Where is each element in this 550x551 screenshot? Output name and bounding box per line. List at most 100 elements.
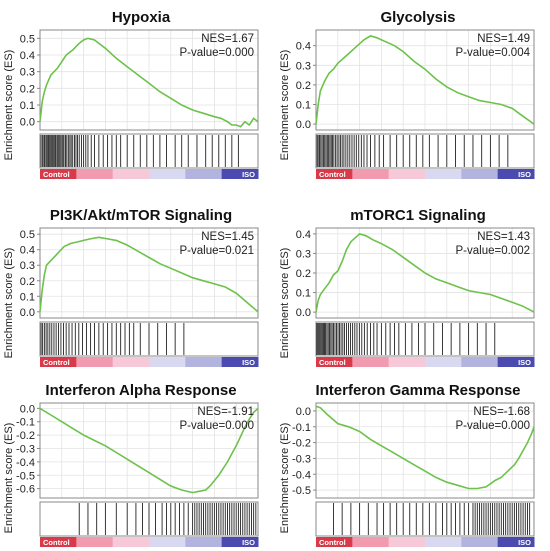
rank-band-segment xyxy=(149,357,186,367)
band-label-control: Control xyxy=(319,358,346,367)
rank-band-segment xyxy=(461,537,499,547)
es-line xyxy=(315,233,535,313)
y-tick-label: 0.3 xyxy=(20,260,35,272)
pvalue-label: P-value=0.004 xyxy=(456,47,531,59)
rank-band-segment xyxy=(149,537,186,547)
gsea-panel-4: mTORC1 Signaling 0.0 0.1 0.2 0.3 0.4 NES=1.43 P… xyxy=(279,207,535,367)
nes-label: NES=1.45 xyxy=(201,231,254,243)
y-tick-label: 0.1 xyxy=(20,100,35,112)
band-label-iso: ISO xyxy=(518,538,531,547)
band-label-iso: ISO xyxy=(242,170,255,179)
y-tick-label: -0.5 xyxy=(292,485,311,497)
y-tick-label: 0.2 xyxy=(296,80,311,92)
nes-label: NES=-1.68 xyxy=(473,406,530,418)
y-axis-label: Enrichment score (ES) xyxy=(3,50,15,161)
panel-title: Interferon Alpha Response xyxy=(45,382,236,399)
panel-title: Glycolysis xyxy=(380,9,455,26)
rank-band-segment xyxy=(76,169,114,179)
rank-band-segment xyxy=(40,357,77,367)
rank-band-segment xyxy=(497,537,535,547)
rank-band-segment xyxy=(40,169,77,179)
rank-band-segment xyxy=(221,357,259,367)
band-label-iso: ISO xyxy=(518,358,531,367)
y-tick-label: 0.3 xyxy=(20,67,35,79)
rank-band-segment xyxy=(497,169,535,179)
y-axis-label: Enrichment score (ES) xyxy=(279,50,291,161)
y-tick-label: 0.2 xyxy=(20,83,35,95)
y-tick-label: 0.1 xyxy=(296,100,311,112)
y-tick-label: -0.4 xyxy=(292,469,311,481)
rank-band-segment xyxy=(221,169,259,179)
y-tick-label: 0.0 xyxy=(20,307,35,319)
pvalue-label: P-value=0.000 xyxy=(180,420,255,432)
panel-title: Interferon Gamma Response xyxy=(315,382,520,399)
y-tick-label: 0.5 xyxy=(20,229,35,241)
y-tick-label: -0.1 xyxy=(16,417,35,429)
y-tick-label: 0.1 xyxy=(296,288,311,300)
y-tick-label: -0.1 xyxy=(292,422,311,434)
gsea-panel-5: Interferon Alpha Response 0.0 -0.1-0.2-0.3… xyxy=(3,382,259,547)
es-line xyxy=(39,236,259,313)
y-tick-label: 0.0 xyxy=(20,403,35,415)
rank-band-segment xyxy=(425,537,462,547)
y-tick-label: 0.0 xyxy=(296,406,311,418)
rank-band-segment xyxy=(352,537,390,547)
rank-band-segment xyxy=(112,537,150,547)
rank-band-segment xyxy=(185,169,223,179)
rank-band-segment xyxy=(185,537,223,547)
hit-strip-frame xyxy=(315,501,535,537)
rank-band-segment xyxy=(112,169,150,179)
rank-band-segment xyxy=(316,357,353,367)
es-plot-frame xyxy=(39,227,259,319)
y-tick-label: -0.3 xyxy=(292,453,311,465)
y-tick-label: 0.3 xyxy=(296,60,311,72)
nes-label: NES=-1.91 xyxy=(197,406,254,418)
pvalue-label: P-value=0.002 xyxy=(456,245,531,257)
y-tick-label: -0.4 xyxy=(16,457,35,469)
rank-band-segment xyxy=(185,357,223,367)
y-tick-label: -0.2 xyxy=(292,438,311,450)
y-tick-label: 0.4 xyxy=(296,41,311,53)
es-plot-frame xyxy=(315,402,535,499)
y-tick-label: 0.0 xyxy=(20,117,35,129)
y-axis-label: Enrichment score (ES) xyxy=(3,423,15,534)
pvalue-label: P-value=0.000 xyxy=(180,47,255,59)
y-tick-label: 0.1 xyxy=(20,291,35,303)
gsea-panel-6: Interferon Gamma Response 0.0 -0.1 -0.2 -0.3… xyxy=(279,382,535,547)
nes-label: NES=1.43 xyxy=(477,231,530,243)
band-label-control: Control xyxy=(43,538,70,547)
band-label-control: Control xyxy=(319,538,346,547)
y-axis-label: Enrichment score (ES) xyxy=(279,248,291,359)
rank-band-segment xyxy=(316,537,353,547)
y-tick-label: 0.4 xyxy=(296,229,311,241)
panel-title: PI3K/Akt/mTOR Signaling xyxy=(50,207,232,224)
es-plot-frame xyxy=(39,402,259,499)
rank-band-segment xyxy=(388,357,426,367)
band-label-control: Control xyxy=(319,170,346,179)
y-tick-label: 0.5 xyxy=(20,33,35,45)
pvalue-label: P-value=0.021 xyxy=(180,245,255,257)
rank-band-segment xyxy=(149,169,186,179)
es-line xyxy=(39,407,259,494)
es-plot-frame xyxy=(39,29,259,131)
es-plot-frame xyxy=(315,227,535,319)
rank-band-segment xyxy=(40,537,77,547)
rank-band-segment xyxy=(316,169,353,179)
gsea-panel-2: Glycolysis 0.0 0.1 0.2 0.3 0.4 NES=1.49 P-value… xyxy=(279,9,535,179)
y-tick-label: 0.3 xyxy=(296,248,311,260)
rank-band-segment xyxy=(425,169,462,179)
nes-label: NES=1.67 xyxy=(201,33,254,45)
rank-band-segment xyxy=(352,357,390,367)
rank-band-segment xyxy=(112,357,150,367)
rank-band-segment xyxy=(76,537,114,547)
rank-band-segment xyxy=(461,169,499,179)
rank-band-segment xyxy=(497,357,535,367)
nes-label: NES=1.49 xyxy=(477,33,530,45)
band-label-iso: ISO xyxy=(242,358,255,367)
rank-band-segment xyxy=(461,357,499,367)
band-label-iso: ISO xyxy=(518,170,531,179)
es-line xyxy=(315,35,535,125)
panel-title: mTORC1 Signaling xyxy=(350,207,486,224)
pvalue-label: P-value=0.000 xyxy=(456,420,531,432)
